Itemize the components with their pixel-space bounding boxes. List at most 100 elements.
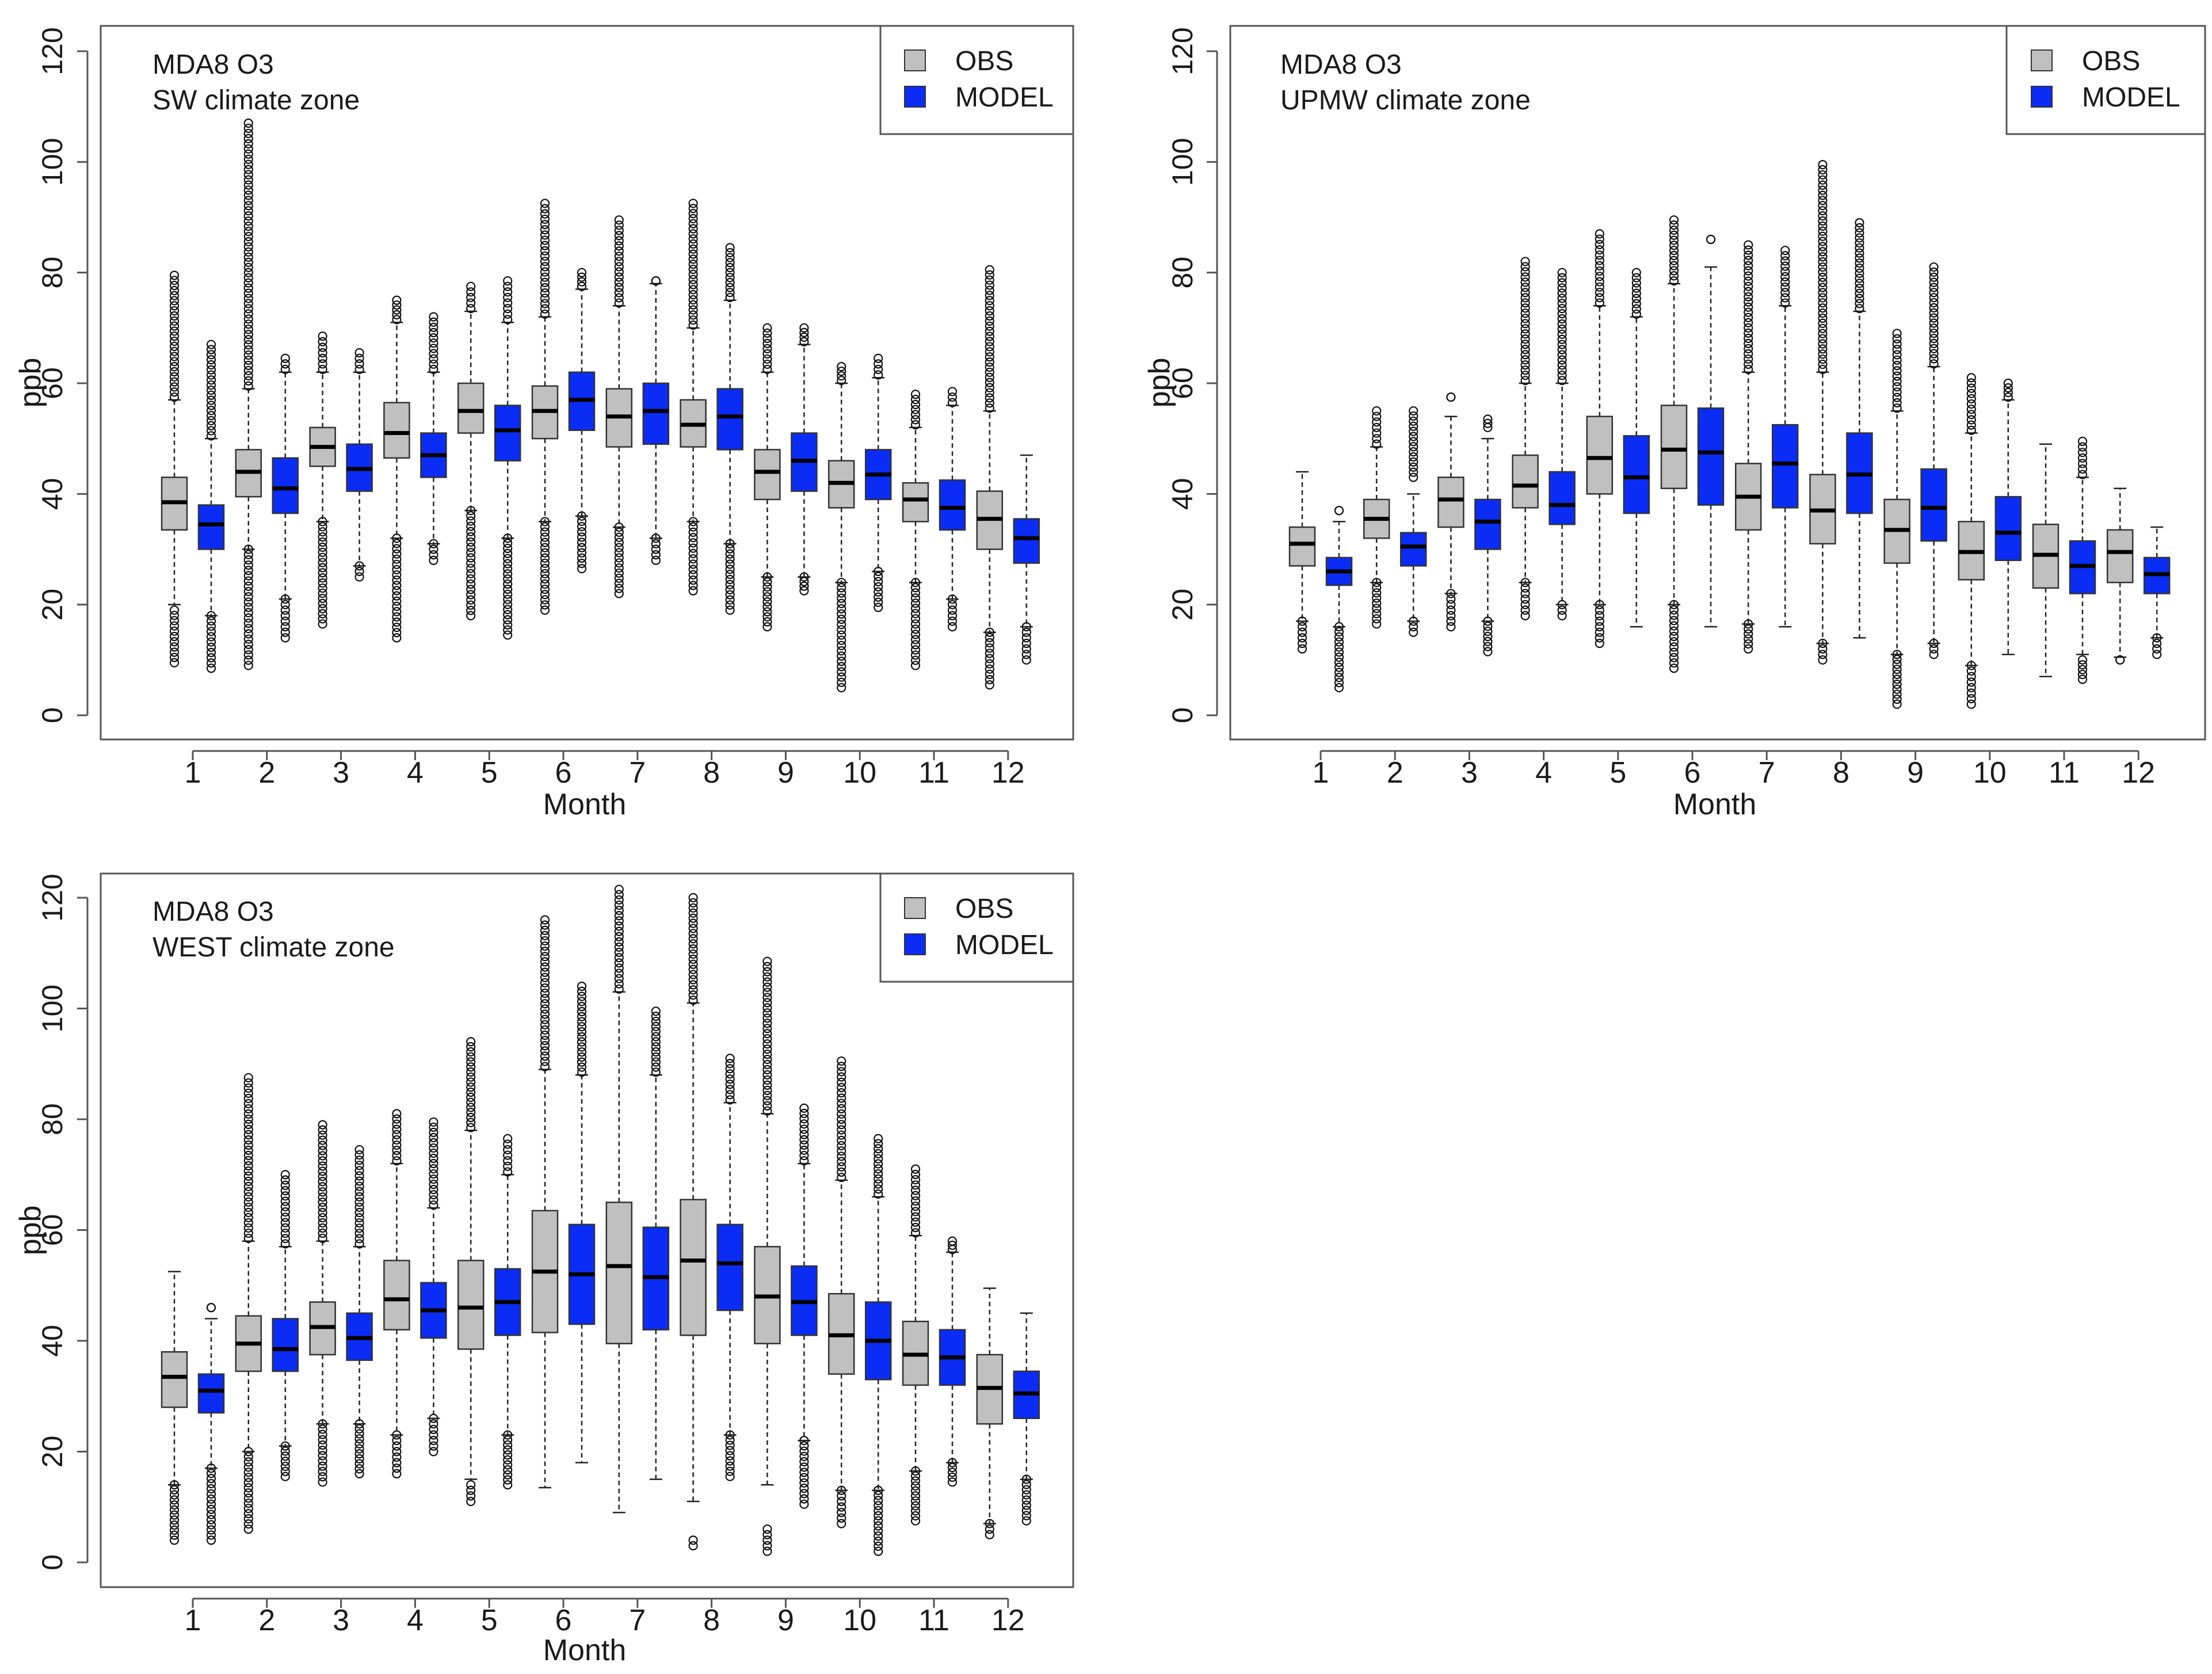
upper-outlier [837, 1151, 846, 1161]
upper-outlier [688, 939, 698, 949]
lower-outlier [985, 680, 994, 690]
lower-outlier [1446, 594, 1456, 604]
upper-outlier [874, 1164, 883, 1174]
upper-outlier [540, 199, 550, 208]
lower-outlier [688, 581, 698, 590]
lower-outlier [503, 543, 513, 554]
upper-outlier [799, 337, 809, 346]
lower-outlier [1334, 668, 1344, 677]
upper-outlier [243, 376, 253, 386]
upper-outlier [169, 346, 180, 356]
upper-outlier [1631, 268, 1641, 277]
lower-outlier [1483, 647, 1493, 657]
x-tick-label: 6 [555, 756, 572, 790]
upper-outlier [837, 1120, 846, 1130]
lower-outlier [243, 1483, 253, 1493]
upper-outlier [1744, 281, 1753, 291]
y-tick-label: 20 [36, 1436, 68, 1468]
lower-outlier [466, 579, 476, 589]
lower-outlier [688, 570, 698, 579]
x-tick-label: 2 [1387, 756, 1404, 790]
x-axis-label: Month [543, 788, 627, 821]
lower-outlier [243, 661, 253, 670]
lower-outlier [466, 595, 476, 605]
lower-outlier [837, 682, 846, 693]
upper-outlier [243, 139, 253, 148]
upper-outlier [2003, 383, 2013, 393]
upper-outlier [1520, 345, 1530, 354]
upper-outlier [466, 281, 476, 291]
upper-outlier [1818, 283, 1828, 292]
lower-outlier [466, 506, 476, 516]
upper-outlier [688, 208, 698, 219]
upper-outlier [429, 1190, 438, 1200]
upper-outlier [1929, 308, 1939, 318]
upper-outlier [762, 359, 772, 369]
y-axis-label: ppb [14, 1206, 47, 1256]
upper-outlier [540, 973, 550, 982]
lower-outlier [466, 1497, 476, 1507]
upper-outlier [1966, 420, 1976, 430]
upper-outlier [318, 1130, 327, 1140]
upper-outlier [1855, 233, 1864, 243]
upper-outlier [1818, 288, 1828, 298]
lower-outlier [392, 559, 402, 569]
upper-outlier [169, 352, 180, 361]
upper-outlier [725, 258, 735, 268]
lower-outlier [837, 588, 846, 598]
upper-outlier [1557, 283, 1567, 293]
upper-outlier [1892, 345, 1902, 354]
x-tick-label: 12 [991, 1604, 1025, 1637]
lower-outlier [2152, 650, 2162, 659]
upper-outlier [1818, 165, 1828, 175]
upper-outlier [799, 1140, 809, 1150]
iqr-box [1399, 532, 1427, 567]
lower-outlier [1818, 638, 1828, 649]
upper-outlier [837, 1157, 846, 1166]
lower-outlier [206, 627, 216, 636]
upper-outlier [762, 1075, 772, 1085]
upper-outlier [688, 929, 698, 939]
lower-outlier [1483, 636, 1493, 646]
upper-outlier [540, 941, 550, 951]
upper-outlier [243, 201, 253, 211]
iqr-box [1013, 518, 1040, 564]
upper-outlier [910, 1191, 921, 1200]
lower-outlier [1669, 637, 1679, 647]
upper-outlier [503, 1134, 513, 1143]
upper-outlier [985, 296, 994, 306]
upper-outlier [1892, 376, 1902, 387]
upper-outlier [1818, 257, 1828, 267]
lower-outlier [614, 532, 624, 542]
upper-outlier [985, 306, 994, 316]
obs-box-month-12 [976, 265, 1004, 690]
lower-outlier [392, 591, 402, 601]
upper-outlier [243, 340, 253, 350]
upper-outlier [614, 257, 624, 266]
iqr-box [1013, 1370, 1040, 1419]
lower-outlier [429, 555, 438, 565]
iqr-box [568, 371, 596, 431]
upper-outlier [614, 905, 624, 916]
upper-outlier [243, 335, 253, 345]
lower-outlier [910, 619, 921, 629]
upper-outlier [206, 370, 216, 380]
upper-outlier [614, 298, 624, 308]
model-box-month-1 [1325, 506, 1353, 693]
upper-outlier [392, 1156, 402, 1166]
upper-outlier [837, 1141, 846, 1151]
lower-outlier [503, 620, 513, 630]
upper-outlier [1557, 293, 1567, 303]
upper-outlier [280, 1234, 290, 1244]
lower-outlier [318, 568, 327, 578]
x-tick-label: 11 [918, 1604, 949, 1637]
upper-outlier [985, 326, 994, 336]
chart-title-line2: SW climate zone [152, 85, 360, 116]
upper-outlier [540, 219, 550, 230]
lower-outlier [206, 621, 216, 631]
lower-outlier [874, 1521, 883, 1531]
upper-outlier [1818, 252, 1828, 262]
obs-box-month-5 [457, 1037, 485, 1507]
upper-outlier [1929, 298, 1939, 308]
